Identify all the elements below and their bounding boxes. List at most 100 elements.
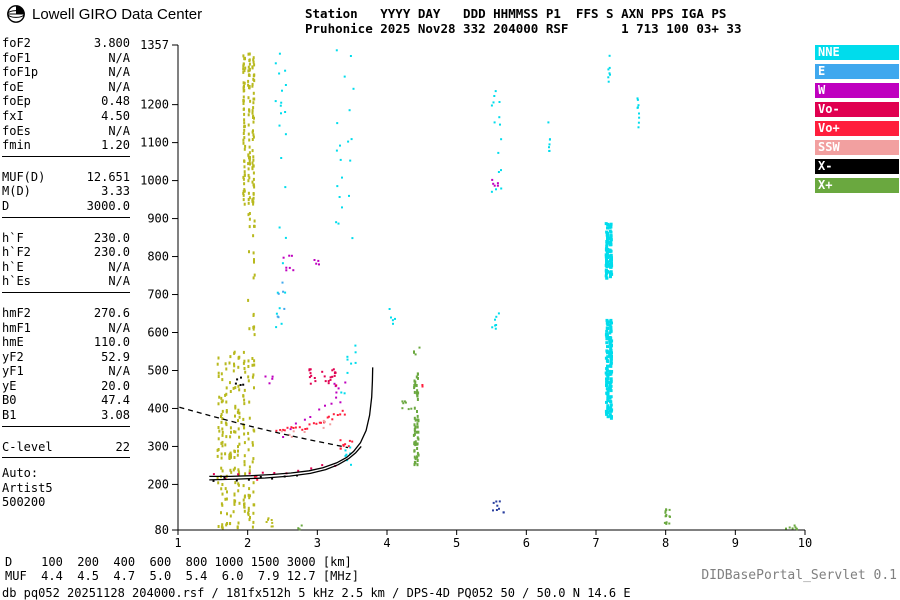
- svg-text:80: 80: [155, 523, 169, 537]
- param-value: N/A: [108, 364, 130, 379]
- svg-text:700: 700: [147, 288, 169, 302]
- param-value: 3.800: [93, 36, 130, 50]
- svg-text:10: 10: [798, 536, 812, 550]
- param-row-mufd: MUF(D) 12.651: [2, 170, 130, 185]
- giro-logo: Lowell GIRO Data Center: [6, 4, 202, 24]
- svg-text:800: 800: [147, 250, 169, 264]
- legend-item-vo-: Vo+: [815, 121, 899, 136]
- station-header-columns: Station YYYY DAY DDD HHMMSS P1 FFS S AXN…: [305, 6, 727, 21]
- station-header: Station YYYY DAY DDD HHMMSS P1 FFS S AXN…: [305, 6, 742, 36]
- servlet-version-label: DIDBasePortal_Servlet 0.1: [701, 568, 897, 583]
- param-label: hmE: [2, 335, 24, 350]
- param-row-hes: h`Es N/A: [2, 274, 130, 289]
- param-group: MUF(D) 12.651 M(D) 3.33 D 3000.0: [2, 170, 130, 218]
- legend-item-vo-: Vo-: [815, 102, 899, 117]
- echo-legend: NNE E W Vo- Vo+ SSW X- X+: [815, 45, 899, 197]
- svg-text:6: 6: [523, 536, 530, 550]
- param-row-yf1: yF1 N/A: [2, 364, 130, 379]
- svg-text:200: 200: [147, 477, 169, 491]
- legend-item-e: E: [815, 64, 899, 79]
- param-row-d: D 3000.0: [2, 199, 130, 214]
- svg-text:1357: 1357: [140, 38, 169, 52]
- param-label: yF2: [2, 349, 24, 364]
- param-row-fof1: foF1 N/A: [2, 51, 130, 66]
- legend-item-w: W: [815, 83, 899, 98]
- param-value: 0.48: [101, 94, 130, 109]
- param-value: 3000.0: [86, 198, 130, 213]
- param-label: B0: [2, 393, 17, 408]
- param-label: h`E: [2, 259, 24, 274]
- svg-text:1100: 1100: [140, 136, 169, 150]
- legend-item-x-: X+: [815, 178, 899, 193]
- scaled-parameters-panel: foF2 3.800 foF1 N/A foF1p N/A foE N/A foEp 0.48 fx…: [2, 36, 130, 510]
- param-value: 4.50: [101, 108, 130, 123]
- svg-text:5: 5: [453, 536, 460, 550]
- svg-text:600: 600: [147, 326, 169, 340]
- param-value: N/A: [108, 320, 130, 335]
- param-label: hmF1: [2, 320, 31, 335]
- param-value: N/A: [108, 123, 130, 138]
- muf-row: MUF 4.4 4.5 4.7 5.0 5.4 6.0 7.9 12.7 [MH…: [5, 569, 360, 583]
- param-value: 230.0: [93, 230, 130, 245]
- param-value: 3.08: [101, 408, 130, 423]
- param-row-b1: B1 3.08: [2, 408, 130, 423]
- param-row-fxi: fxI 4.50: [2, 109, 130, 124]
- svg-text:300: 300: [147, 439, 169, 453]
- param-label: fmin: [2, 138, 31, 153]
- param-group: foF2 3.800 foF1 N/A foF1p N/A foE N/A foEp 0.48 fx…: [2, 36, 130, 157]
- scatter-echo-points: [212, 49, 798, 531]
- param-label: D: [2, 198, 10, 213]
- param-value: N/A: [108, 50, 130, 65]
- auto-program: Artist5: [2, 480, 53, 495]
- param-label: foF2: [2, 36, 31, 50]
- svg-text:400: 400: [147, 401, 169, 415]
- param-label: foEs: [2, 123, 31, 138]
- param-row-fmin: fmin 1.20: [2, 138, 130, 153]
- trace-F-trace-lower: [209, 445, 362, 481]
- param-label: h`F2: [2, 245, 31, 260]
- param-value: 20.0: [101, 378, 130, 393]
- param-label: B1: [2, 408, 17, 423]
- svg-text:7: 7: [592, 536, 599, 550]
- param-value: 270.6: [93, 305, 130, 320]
- distance-row: D 100 200 400 600 800 1000 1500 3000 [km…: [5, 555, 352, 569]
- param-row-hme: hmE 110.0: [2, 335, 130, 350]
- svg-text:8: 8: [662, 536, 669, 550]
- param-label: hmF2: [2, 305, 31, 320]
- param-row-ye: yE 20.0: [2, 379, 130, 394]
- svg-text:500: 500: [147, 363, 169, 377]
- param-row-he: h`E N/A: [2, 260, 130, 275]
- param-group: h`F 230.0 h`F2 230.0 h`E N/A h`Es N/A: [2, 231, 130, 293]
- param-row-md: M(D) 3.33: [2, 184, 130, 199]
- trace-curves: [179, 367, 374, 481]
- param-row-hmf1: hmF1 N/A: [2, 321, 130, 336]
- param-value: 12.651: [86, 169, 130, 184]
- legend-item-ssw: SSW: [815, 140, 899, 155]
- svg-text:1200: 1200: [140, 98, 169, 112]
- param-row-foe: foE N/A: [2, 80, 130, 95]
- param-groups: foF2 3.800 foF1 N/A foF1p N/A foE N/A foEp 0.48 fx…: [2, 36, 130, 459]
- param-label: h`F: [2, 230, 24, 245]
- param-row-hmf2: hmF2 270.6: [2, 306, 130, 321]
- measurement-info-line: db pq052 20251128 204000.rsf / 181fx512h…: [2, 586, 631, 600]
- param-label: fxI: [2, 108, 24, 123]
- muf-distance-table: D 100 200 400 600 800 1000 1500 3000 [km…: [5, 555, 359, 583]
- param-group: C-level 22: [2, 440, 130, 459]
- legend-item-x-: X-: [815, 159, 899, 174]
- param-label: yF1: [2, 364, 24, 379]
- giro-logo-text: Lowell GIRO Data Center: [32, 5, 203, 23]
- param-value: 52.9: [101, 349, 130, 364]
- param-value: 3.33: [101, 184, 130, 199]
- svg-text:1000: 1000: [140, 174, 169, 188]
- svg-text:900: 900: [147, 212, 169, 226]
- param-row-foes: foEs N/A: [2, 124, 130, 139]
- trace-muf-transmission-curve: [179, 406, 349, 449]
- param-value: 110.0: [93, 335, 130, 350]
- param-group: hmF2 270.6 hmF1 N/A hmE 110.0 yF2 52.9 yF1 N/A yE 2…: [2, 306, 130, 427]
- param-value: N/A: [108, 274, 130, 289]
- svg-text:3: 3: [314, 536, 321, 550]
- param-value: 47.4: [101, 393, 130, 408]
- auto-label: Auto:: [2, 466, 39, 481]
